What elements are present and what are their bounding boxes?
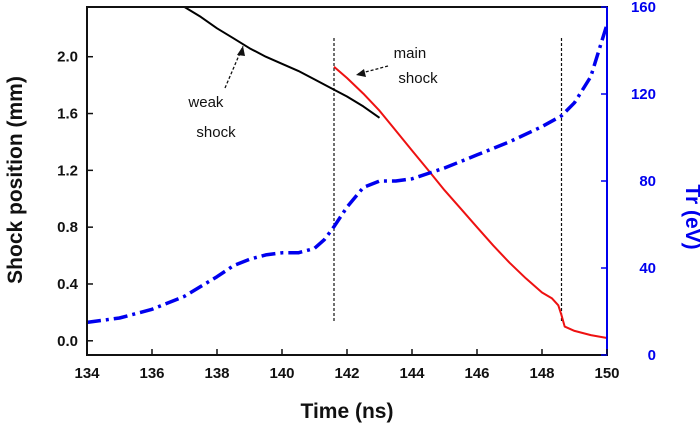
main-shock-line (333, 65, 608, 339)
y-axis-left-title: Shock position (mm) (4, 76, 27, 284)
main-shock-label: main shock (394, 45, 438, 87)
x-tick-label: 136 (139, 365, 164, 382)
tr-line (86, 23, 609, 325)
y-right-tick-label: 0 (648, 347, 656, 364)
weak-shock-line (183, 6, 381, 119)
y-left-tick-label: 0.4 (57, 276, 79, 293)
x-tick-label: 146 (464, 365, 489, 382)
y-right-tick-label: 120 (631, 86, 656, 103)
y-left-tick-label: 0.0 (57, 333, 78, 350)
y-right-tick-label: 40 (639, 260, 656, 277)
x-tick-label: 144 (399, 365, 425, 382)
x-tick-label: 134 (74, 365, 100, 382)
x-tick-label: 140 (269, 365, 294, 382)
x-axis-title: Time (ns) (301, 400, 394, 423)
weak-shock-arrow (224, 45, 244, 89)
x-tick-label: 150 (594, 365, 619, 382)
y-axis-right-title: Tr (eV) (681, 184, 700, 249)
x-tick-label: 148 (529, 365, 554, 382)
y-left-tick-label: 2.0 (57, 49, 78, 66)
annotations: weak shock main shock (187, 45, 438, 141)
plot-lines (86, 6, 609, 339)
y-right-tick-label: 80 (639, 173, 656, 190)
weak-shock-label: weak shock (187, 94, 236, 141)
y-left-tick-label: 1.2 (57, 162, 78, 179)
x-tick-label: 138 (204, 365, 229, 382)
plot-frame (86, 6, 608, 356)
y-right-tick-label: 160 (631, 0, 656, 16)
axis-ticks: 134 136 138 140 142 144 146 148 150 0.0 0.4 0.8 1.2 1… (57, 0, 656, 382)
y-left-tick-label: 0.8 (57, 219, 78, 236)
weak-shock-arrowhead (237, 46, 245, 56)
x-tick-label: 142 (334, 365, 359, 382)
main-shock-arrowhead (356, 69, 366, 77)
y-left-tick-label: 1.6 (57, 106, 78, 123)
